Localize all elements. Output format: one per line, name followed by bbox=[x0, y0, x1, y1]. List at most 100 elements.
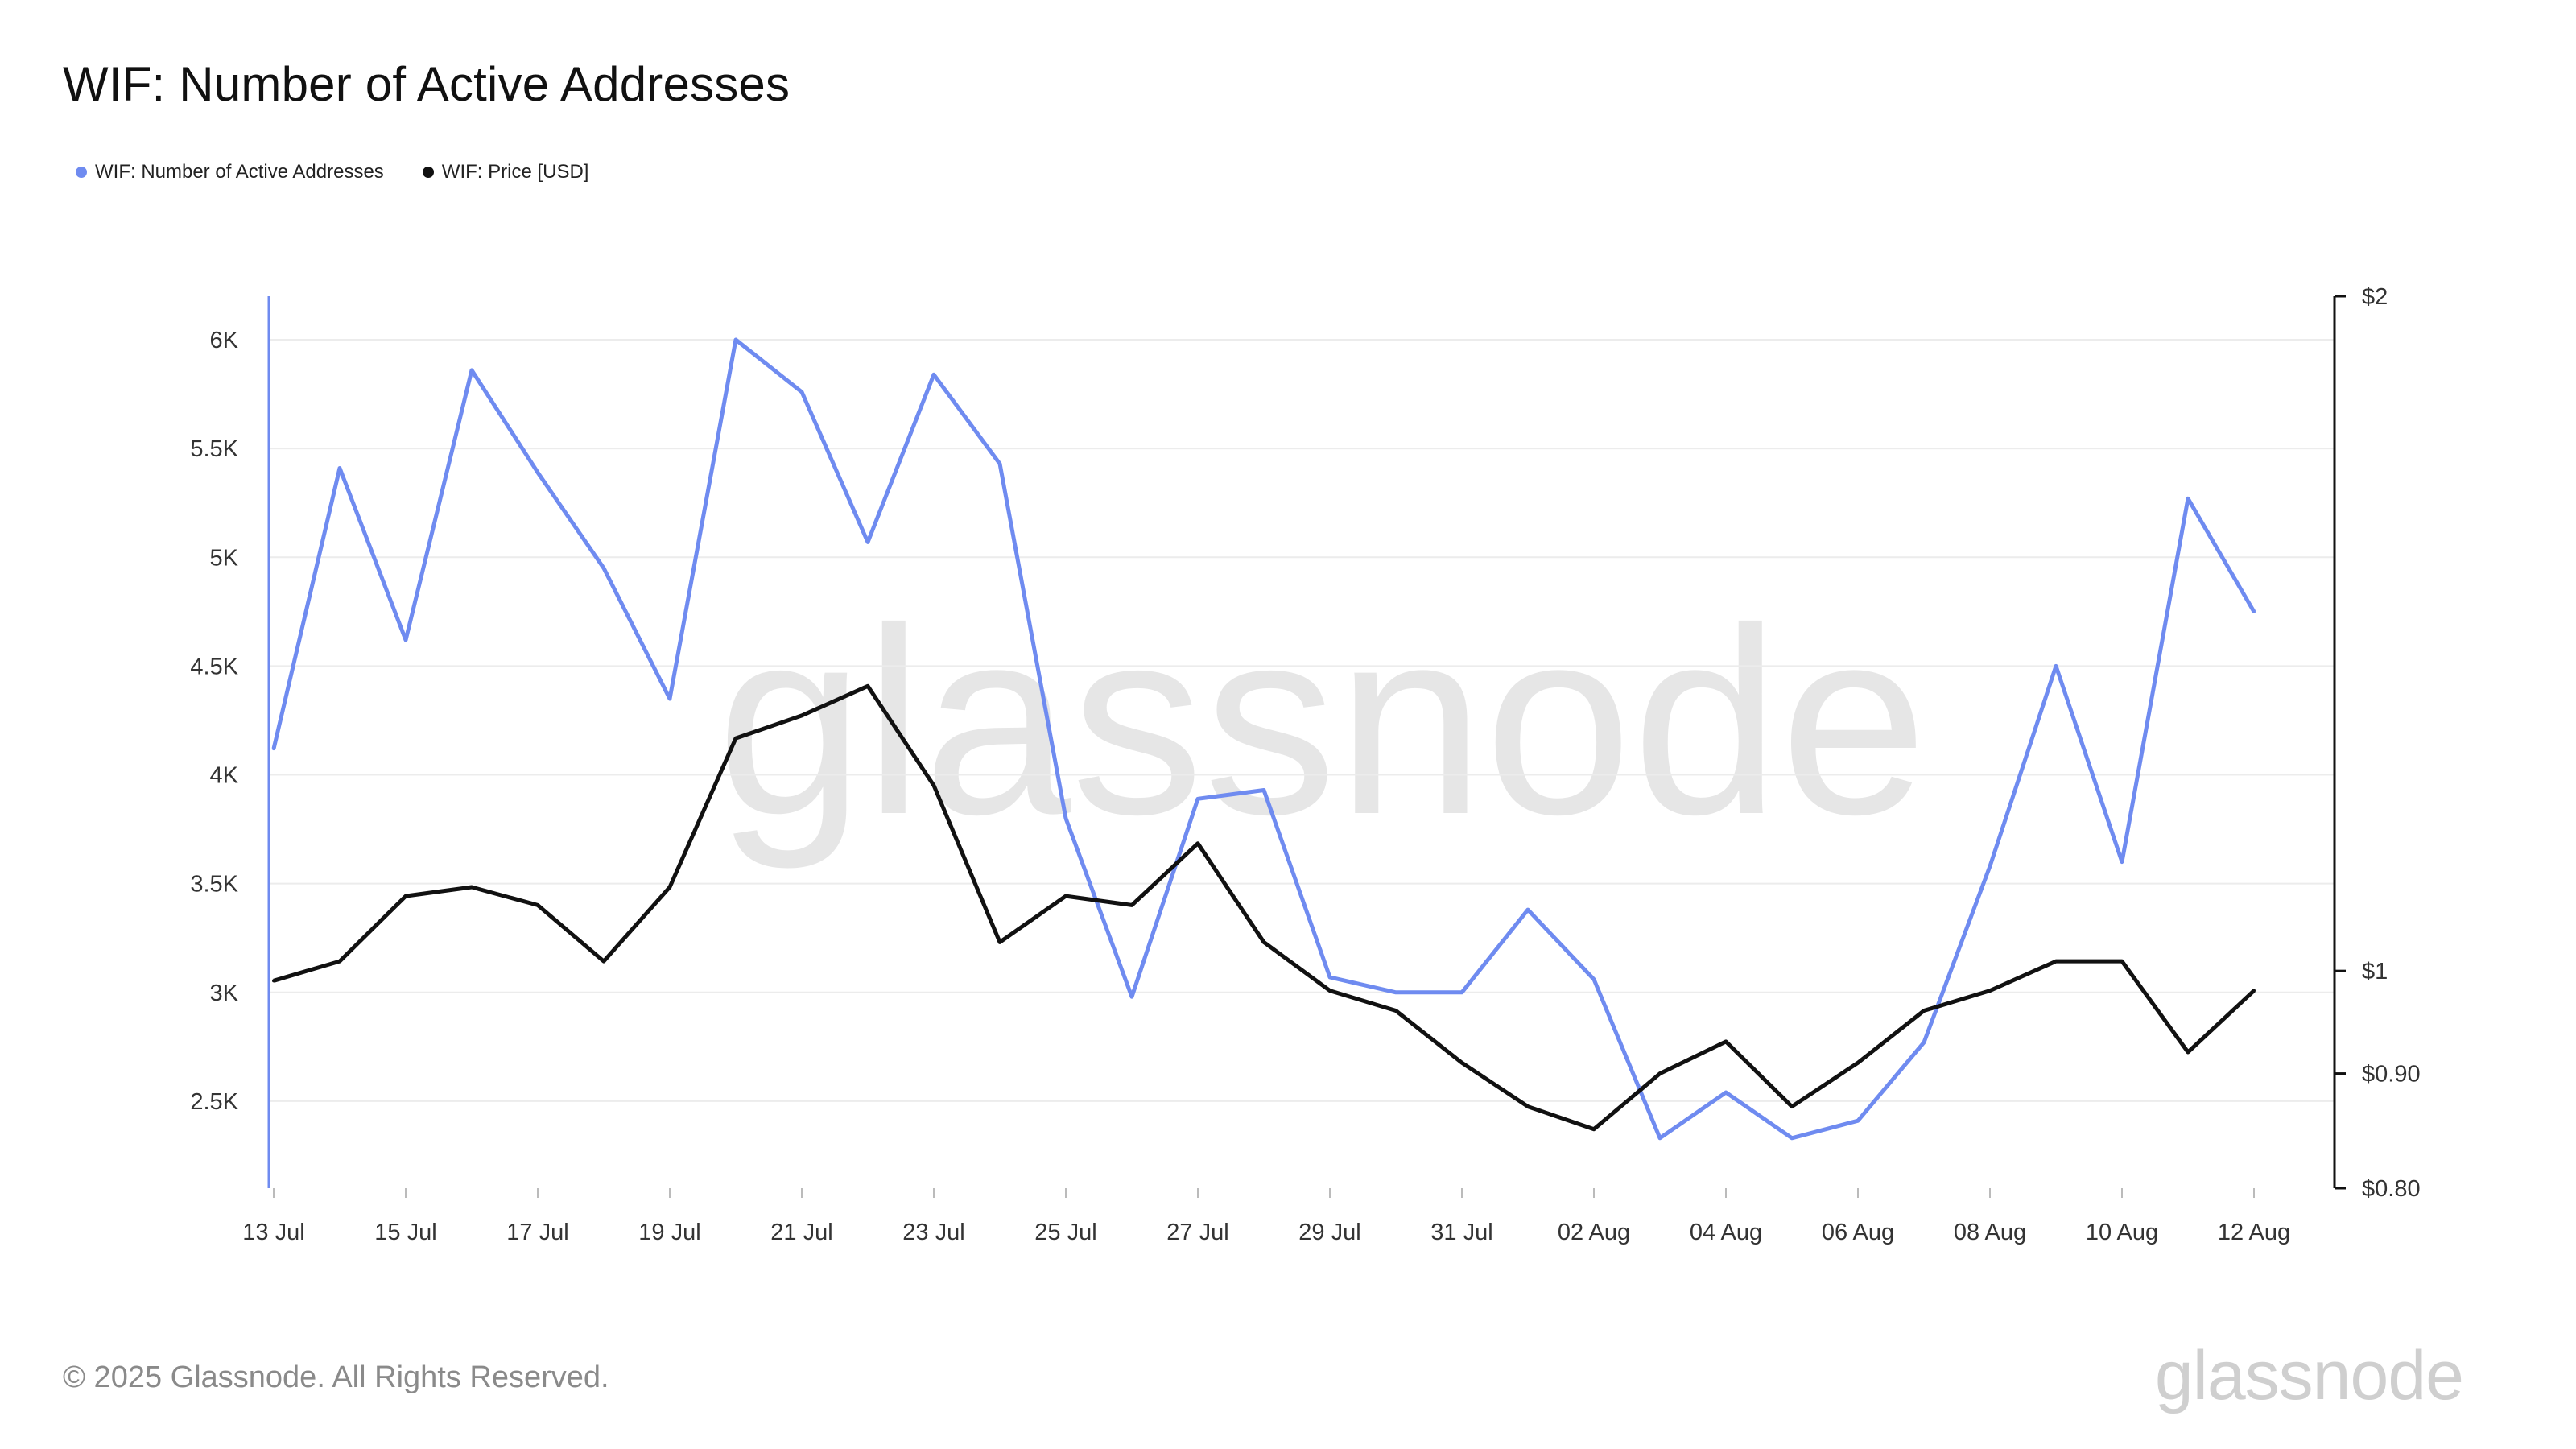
x-tick-label: 21 Jul bbox=[770, 1220, 832, 1245]
data-point-active-addresses bbox=[866, 540, 869, 544]
left-tick-label: 6K bbox=[210, 328, 239, 353]
x-tick-label: 13 Jul bbox=[242, 1220, 304, 1245]
data-point-price bbox=[1526, 1104, 1530, 1108]
data-point-price bbox=[536, 903, 539, 907]
legend-item-price[interactable]: WIF: Price [USD] bbox=[422, 161, 589, 184]
data-point-active-addresses bbox=[1130, 995, 1133, 999]
legend-dot-active-addresses bbox=[76, 167, 87, 178]
data-point-price bbox=[404, 894, 407, 898]
x-tick-label: 02 Aug bbox=[1558, 1220, 1630, 1245]
legend-dot-price bbox=[422, 167, 434, 178]
right-axis-ticks: $0.80 $0.90 $1 $2 bbox=[2334, 284, 2421, 1202]
data-point-active-addresses bbox=[1262, 788, 1265, 792]
data-point-price bbox=[2252, 989, 2256, 993]
data-point-price bbox=[338, 960, 341, 964]
data-point-price bbox=[470, 885, 473, 889]
x-tick-label: 29 Jul bbox=[1298, 1220, 1360, 1245]
data-point-active-addresses bbox=[272, 747, 275, 751]
data-point-active-addresses bbox=[338, 466, 341, 470]
right-tick-label: $0.90 bbox=[2362, 1062, 2421, 1088]
x-axis-ticks: 13 Jul 15 Jul 17 Jul 19 Jul 21 Jul 23 Jul 25 J… bbox=[242, 1188, 2290, 1245]
legend-item-active-addresses[interactable]: WIF: Number of Active Addresses bbox=[76, 161, 384, 184]
data-point-active-addresses bbox=[470, 368, 473, 372]
data-point-active-addresses bbox=[1922, 1040, 1926, 1044]
data-point-price bbox=[1394, 1009, 1397, 1013]
x-tick-label: 06 Aug bbox=[1822, 1220, 1894, 1245]
legend-label-price: WIF: Price [USD] bbox=[441, 161, 589, 183]
data-point-active-addresses bbox=[734, 338, 737, 342]
data-point-active-addresses bbox=[1592, 977, 1596, 981]
data-point-active-addresses bbox=[1988, 865, 1992, 869]
data-point-active-addresses bbox=[1724, 1091, 1728, 1095]
data-point-price bbox=[668, 885, 671, 889]
grid-lines bbox=[269, 339, 2334, 1102]
data-point-price bbox=[866, 684, 869, 688]
data-point-price bbox=[1988, 989, 1992, 993]
data-point-price bbox=[1262, 940, 1265, 944]
data-point-active-addresses bbox=[1460, 990, 1463, 994]
data-point-active-addresses bbox=[668, 696, 671, 700]
data-point-active-addresses bbox=[800, 390, 803, 394]
right-tick-label: $2 bbox=[2362, 284, 2388, 310]
x-tick-label: 15 Jul bbox=[374, 1220, 436, 1245]
data-point-price bbox=[932, 783, 935, 787]
x-tick-label: 12 Aug bbox=[2218, 1220, 2290, 1245]
left-tick-label: 4.5K bbox=[190, 654, 238, 679]
data-point-active-addresses bbox=[1856, 1119, 1860, 1123]
data-point-price bbox=[1064, 894, 1067, 898]
data-point-active-addresses bbox=[2186, 497, 2190, 501]
x-tick-label: 23 Jul bbox=[902, 1220, 964, 1245]
left-tick-label: 3.5K bbox=[190, 872, 238, 898]
data-point-price bbox=[800, 713, 803, 717]
data-point-active-addresses bbox=[998, 462, 1001, 466]
data-point-price bbox=[734, 737, 737, 741]
data-point-price bbox=[1856, 1061, 1860, 1065]
x-tick-label: 25 Jul bbox=[1034, 1220, 1096, 1245]
data-point-active-addresses bbox=[932, 373, 935, 377]
data-point-price bbox=[2054, 960, 2058, 964]
data-point-price bbox=[1196, 841, 1199, 845]
data-point-active-addresses bbox=[404, 638, 407, 642]
watermark-text: glassnode bbox=[716, 572, 1928, 871]
right-tick-label: $0.80 bbox=[2362, 1176, 2421, 1202]
data-point-price bbox=[998, 940, 1001, 944]
x-tick-label: 10 Aug bbox=[2086, 1220, 2158, 1245]
data-point-active-addresses bbox=[536, 470, 539, 474]
legend-label-active-addresses: WIF: Number of Active Addresses bbox=[95, 161, 384, 183]
chart-title: WIF: Number of Active Addresses bbox=[63, 57, 791, 111]
data-point-price bbox=[1922, 1009, 1926, 1013]
data-point-price bbox=[1328, 989, 1331, 993]
series-points bbox=[272, 338, 2256, 1140]
data-point-price bbox=[1130, 903, 1133, 907]
data-point-price bbox=[2120, 960, 2124, 964]
data-point-price bbox=[1724, 1039, 1728, 1043]
data-point-active-addresses bbox=[2120, 860, 2124, 864]
data-point-active-addresses bbox=[1064, 816, 1067, 820]
data-point-active-addresses bbox=[1394, 990, 1397, 994]
x-tick-label: 19 Jul bbox=[638, 1220, 700, 1245]
data-point-active-addresses bbox=[1328, 975, 1331, 979]
legend: WIF: Number of Active Addresses WIF: Pri… bbox=[76, 161, 627, 184]
data-point-active-addresses bbox=[1196, 797, 1199, 801]
x-tick-label: 04 Aug bbox=[1690, 1220, 1762, 1245]
x-tick-label: 08 Aug bbox=[1954, 1220, 2026, 1245]
data-point-price bbox=[272, 979, 275, 983]
data-point-active-addresses bbox=[1658, 1136, 1662, 1140]
data-point-active-addresses bbox=[1790, 1136, 1794, 1140]
x-tick-label: 27 Jul bbox=[1166, 1220, 1228, 1245]
left-tick-label: 2.5K bbox=[190, 1089, 238, 1115]
left-tick-label: 5K bbox=[210, 545, 239, 571]
data-point-active-addresses bbox=[2054, 664, 2058, 668]
data-point-active-addresses bbox=[1526, 908, 1530, 912]
data-point-price bbox=[602, 960, 605, 964]
copyright-footer: © 2025 Glassnode. All Rights Reserved. bbox=[63, 1360, 609, 1394]
right-tick-label: $1 bbox=[2362, 959, 2388, 985]
data-point-price bbox=[1790, 1104, 1794, 1108]
left-axis-ticks: 2.5K 3K 3.5K 4K 4.5K 5K 5.5K 6K bbox=[190, 328, 238, 1115]
left-tick-label: 5.5K bbox=[190, 436, 238, 462]
data-point-active-addresses bbox=[602, 566, 605, 570]
data-point-price bbox=[1658, 1071, 1662, 1075]
data-point-active-addresses bbox=[2252, 609, 2256, 613]
x-tick-label: 17 Jul bbox=[506, 1220, 568, 1245]
x-tick-label: 31 Jul bbox=[1430, 1220, 1492, 1245]
